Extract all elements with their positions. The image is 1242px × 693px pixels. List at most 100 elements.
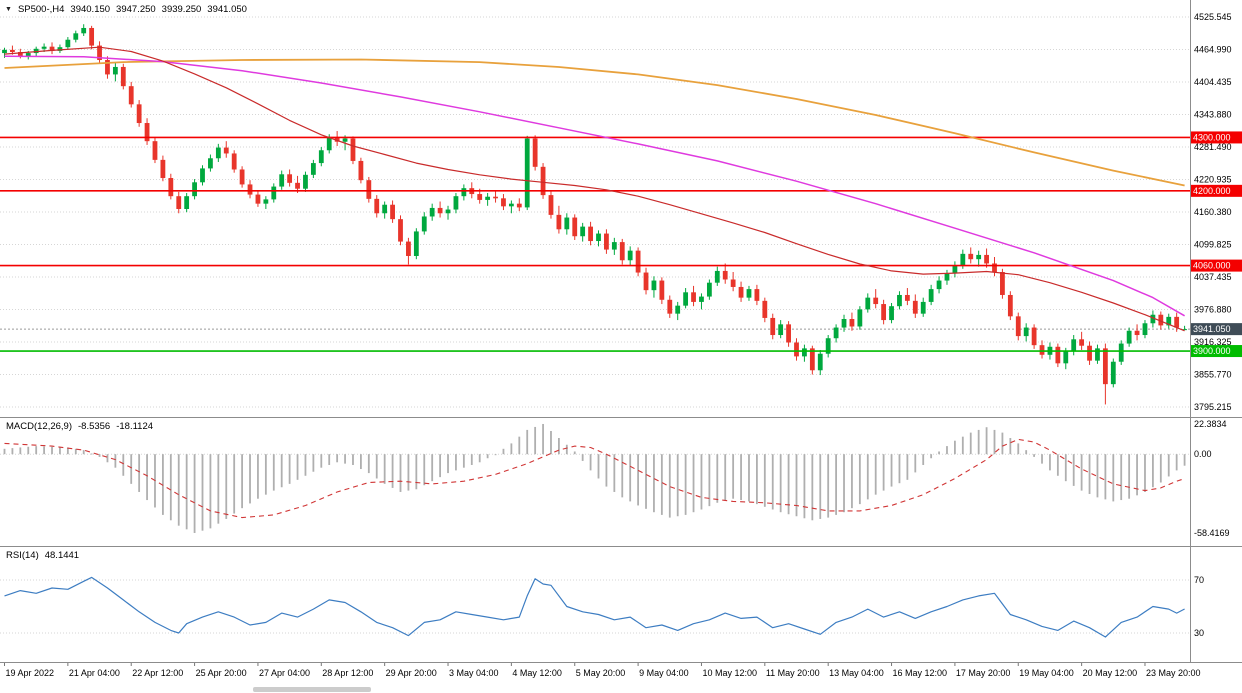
- macd-histogram-bar: [716, 454, 719, 503]
- macd-histogram-bar: [1152, 454, 1154, 488]
- candle-body: [493, 196, 498, 199]
- macd-histogram-bar: [954, 440, 956, 455]
- candle-body: [334, 137, 340, 142]
- candle-body: [1174, 316, 1180, 328]
- candle-body: [841, 319, 847, 328]
- macd-histogram-bar: [146, 454, 148, 501]
- time-axis[interactable]: [0, 663, 1242, 685]
- ohlc-low: 3939.250: [161, 4, 202, 15]
- macd-histogram-bar: [344, 454, 346, 464]
- macd-histogram-bar: [1064, 454, 1067, 482]
- macd-histogram-bar: [272, 454, 275, 491]
- price-axis-label: 4160.380: [1194, 207, 1232, 217]
- macd-histogram-bar: [185, 454, 188, 530]
- macd-histogram-bar: [225, 454, 228, 519]
- candle-body: [231, 153, 237, 170]
- macd-histogram-bar: [114, 454, 117, 468]
- candle-body: [112, 66, 118, 75]
- macd-histogram-bar: [90, 453, 93, 455]
- macd-histogram-bar: [977, 429, 980, 455]
- macd-histogram-bar: [660, 454, 663, 515]
- candle-body: [73, 33, 79, 40]
- macd-histogram-bar: [629, 454, 632, 502]
- time-axis-label: 5 May 20:00: [576, 668, 626, 678]
- candle-body: [255, 194, 261, 204]
- candle-body: [1110, 361, 1116, 385]
- candle-body: [865, 297, 871, 310]
- macd-histogram-bar: [66, 447, 69, 455]
- macd-histogram-bar: [169, 454, 172, 521]
- candle-body: [516, 203, 522, 208]
- time-axis-label: 25 Apr 20:00: [196, 668, 247, 678]
- candle-body: [659, 280, 665, 300]
- candle-body: [1063, 351, 1069, 364]
- macd-histogram-bar: [621, 454, 624, 498]
- candle-body: [611, 242, 617, 250]
- macd-histogram-bar: [510, 443, 513, 455]
- macd-histogram-bar: [668, 454, 671, 518]
- price-axis-label: 4525.545: [1194, 12, 1232, 22]
- time-axis-label: 22 Apr 12:00: [132, 668, 183, 678]
- macd-histogram-bar: [692, 454, 695, 513]
- candle-body: [366, 180, 372, 199]
- candle-body: [1023, 327, 1029, 337]
- macd-histogram-bar: [35, 446, 38, 455]
- price-axis[interactable]: [1191, 0, 1241, 662]
- candle-body: [778, 324, 784, 336]
- candle-body: [944, 273, 950, 281]
- macd-histogram-bar: [257, 454, 259, 499]
- macd-histogram-bar: [249, 454, 251, 504]
- candle-body: [802, 348, 807, 357]
- candle-body: [1102, 348, 1108, 385]
- candle-body: [358, 160, 364, 181]
- macd-histogram-bar: [162, 454, 164, 515]
- candle-body: [714, 270, 720, 283]
- macd-axis-label: -58.4169: [1194, 528, 1230, 538]
- candle-body: [105, 60, 110, 75]
- candle-body: [501, 198, 506, 207]
- candle-body: [699, 296, 704, 302]
- macd-histogram-bar: [106, 454, 109, 463]
- candle-body: [1071, 339, 1077, 352]
- macd-histogram-bar: [19, 447, 22, 455]
- candle-body: [572, 217, 578, 237]
- price-axis-label: 3916.325: [1194, 337, 1232, 347]
- candle-body: [627, 250, 633, 261]
- macd-histogram-bar: [993, 429, 996, 455]
- candle-body: [263, 199, 269, 204]
- candle-body: [208, 158, 213, 169]
- macd-histogram-bar: [328, 454, 331, 465]
- macd-histogram-bar: [906, 454, 909, 480]
- macd-histogram-bar: [811, 454, 814, 521]
- macd-histogram-bar: [431, 454, 434, 482]
- candle-body: [532, 138, 538, 167]
- candle-body: [1150, 314, 1156, 324]
- macd-histogram-bar: [391, 454, 394, 488]
- symbol-dropdown-icon[interactable]: ▼: [5, 5, 12, 13]
- macd-histogram-bar: [478, 454, 481, 463]
- candle-body: [287, 174, 293, 183]
- macd-histogram-bar: [264, 454, 267, 495]
- horizontal-scrollbar-thumb[interactable]: [253, 687, 371, 692]
- macd-histogram-bar: [795, 454, 798, 517]
- macd-histogram-bar: [969, 432, 972, 455]
- horizontal-scrollbar-track: [0, 686, 1242, 693]
- macd-histogram-bar: [700, 454, 703, 510]
- candle-body: [849, 319, 855, 327]
- candle-body: [1055, 346, 1061, 364]
- candle-body: [556, 214, 562, 230]
- ma-mid-line: [4, 55, 1185, 317]
- candle-body: [706, 282, 712, 297]
- macd-histogram-bar: [486, 454, 489, 459]
- symbol-timeframe: SP500-,H4: [17, 4, 65, 15]
- candle-body: [683, 292, 689, 306]
- price-axis-label: 4220.935: [1194, 175, 1232, 185]
- candle-body: [936, 280, 942, 290]
- macd-histogram-bar: [637, 454, 639, 506]
- macd-histogram-bar: [455, 454, 457, 471]
- candle-body: [881, 304, 887, 321]
- candle-body: [57, 47, 63, 51]
- candle-body: [508, 203, 514, 207]
